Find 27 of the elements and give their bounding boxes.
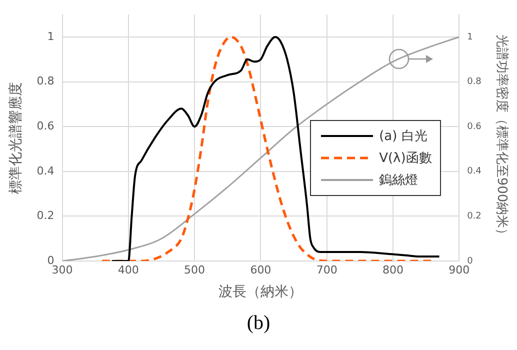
x-tick-label: 300 <box>52 263 73 276</box>
legend-label: V(λ)函數 <box>379 150 432 167</box>
y2-tick-label: 0.8 <box>467 77 482 88</box>
text: (b) <box>246 312 272 335</box>
y-tick-label: 0.2 <box>36 209 54 222</box>
x-tick-label: 400 <box>118 263 139 276</box>
y2-axis-title: 光譜功率密度（標準化至900納米） <box>494 34 510 242</box>
x-tick-label: 700 <box>316 263 338 276</box>
legend-label: (a) 白光 <box>379 128 428 145</box>
x-tick-label: 900 <box>448 263 470 276</box>
y-tick-label: 0.6 <box>36 119 54 132</box>
x-tick-label: 500 <box>184 263 206 276</box>
y2-tick-label: 1 <box>467 32 473 42</box>
y2-tick-label: 0 <box>467 256 474 266</box>
y-tick-label: 0.8 <box>36 74 54 88</box>
y2-tick-label: 0.6 <box>467 122 482 132</box>
x-axis-title: 波長（納米） <box>218 284 303 300</box>
y-tick-label: 1 <box>47 30 54 43</box>
x-tick-label: 600 <box>250 263 272 276</box>
y2-tick-label: 0.4 <box>467 166 482 177</box>
y-tick-label: 0.4 <box>36 164 54 178</box>
legend-label: 鎢絲燈 <box>379 172 418 189</box>
y-tick-label: 0 <box>47 254 54 267</box>
line-series <box>62 36 460 261</box>
y-axis-title: 標準化光譜響應度 <box>8 82 24 194</box>
x-tick-label: 800 <box>382 263 404 276</box>
y2-tick-label: 0.2 <box>467 212 482 222</box>
